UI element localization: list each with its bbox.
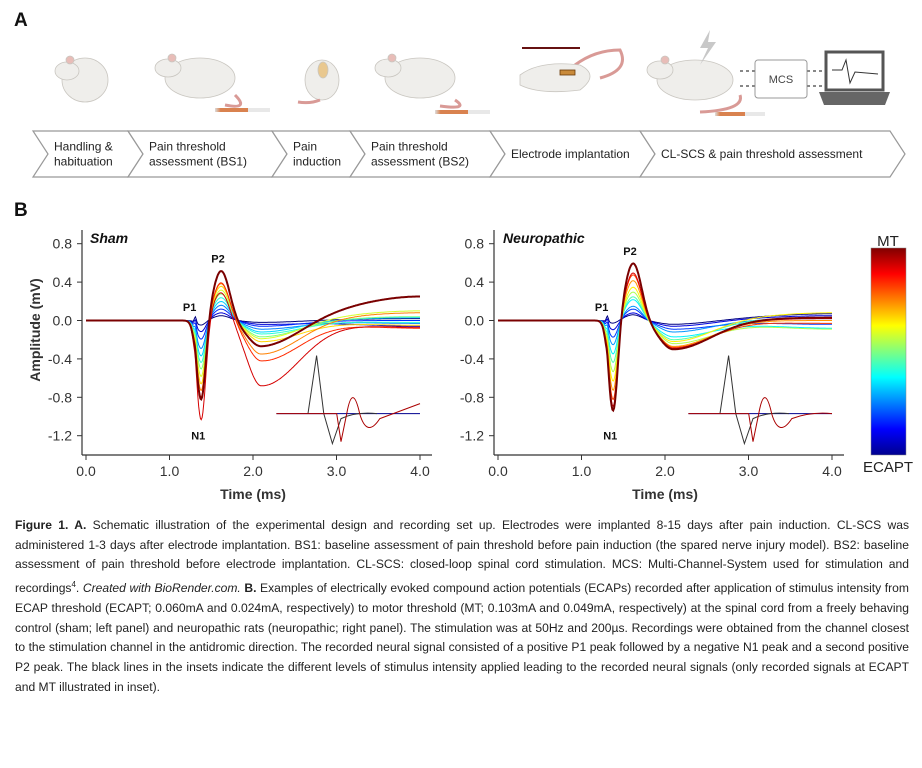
caption-credit: Created with BioRender.com. (82, 581, 241, 596)
peak-label-p2: P2 (211, 254, 224, 266)
timeline-step (638, 130, 906, 178)
timeline-step-label: CL-SCS & pain threshold assessment (661, 147, 863, 161)
colorbar-bottom-label: ECAPT (863, 459, 913, 476)
rat-icon (519, 47, 624, 93)
caption-a-text: Schematic illustration of the experiment… (15, 518, 910, 596)
caption-ref: 4 (71, 580, 76, 590)
peak-label-p1: P1 (183, 302, 196, 314)
peak-label-p1: P1 (595, 302, 608, 314)
timeline-step-label: habituation (54, 155, 113, 169)
ecap-trace (498, 262, 832, 413)
ecap-trace (86, 292, 420, 421)
panel-b-letter: B (14, 200, 28, 221)
colorbar: MT ECAPT (863, 233, 913, 476)
x-tick-label: 0.0 (76, 463, 96, 479)
peak-label-n1: N1 (191, 431, 205, 443)
y-tick-label: -1.2 (48, 428, 72, 444)
stimulus-inset (276, 355, 421, 446)
rat-icon (154, 53, 270, 112)
y-tick-label: -1.2 (460, 428, 484, 444)
ecap-trace (86, 282, 420, 398)
rat-icon (297, 59, 340, 105)
peak-label-n1: N1 (603, 431, 617, 443)
timeline-step-label: induction (293, 155, 341, 169)
panel-a-letter: A (14, 10, 28, 31)
ecap-trace (86, 300, 420, 357)
y-tick-label: 0.0 (465, 313, 485, 329)
arrows-icon (740, 70, 825, 87)
peak-label-p2: P2 (623, 246, 636, 258)
x-tick-label: 3.0 (739, 463, 759, 479)
y-tick-label: -0.4 (460, 351, 484, 367)
chart-sham: 0.0 1.0 2.0 3.0 4.0 0.8 0.4 0.0 -0.4 -0.8 -1.2 Time… (27, 230, 432, 502)
x-axis-title: Time (ms) (220, 486, 286, 502)
timeline-step-label: Pain threshold (149, 140, 226, 154)
timeline-step-label: Handling & (54, 140, 113, 154)
laptop-icon (819, 50, 890, 105)
ecap-trace (498, 291, 832, 373)
chart-neuropathic: 0.0 1.0 2.0 3.0 4.0 0.8 0.4 0.0 -0.4 -0.8 -1.2 Time… (460, 230, 844, 502)
rat-icon (646, 55, 765, 116)
rat-icon (374, 53, 490, 114)
colorbar-top-label: MT (877, 233, 899, 250)
x-tick-label: 2.0 (243, 463, 263, 479)
y-tick-label: 0.8 (53, 236, 73, 252)
y-axis-title: Amplitude (mV) (27, 278, 43, 381)
y-tick-label: -0.8 (48, 389, 72, 405)
x-tick-label: 4.0 (410, 463, 430, 479)
x-tick-label: 3.0 (327, 463, 347, 479)
caption-b-label: B. (244, 581, 257, 596)
ecap-trace (86, 285, 420, 385)
ecap-trace (86, 270, 420, 401)
x-tick-label: 4.0 (822, 463, 842, 479)
x-tick-label: 2.0 (655, 463, 675, 479)
mcs-box: MCS (754, 59, 808, 99)
stimulus-inset (688, 355, 833, 446)
lightning-icon (700, 30, 716, 65)
x-axis-title: Time (ms) (632, 486, 698, 502)
rat-icon (54, 55, 129, 164)
caption-b-text: Examples of electrically evoked compound… (15, 581, 909, 694)
ecap-trace (498, 280, 832, 391)
timeline-step-label: assessment (BS1) (149, 155, 247, 169)
timeline-step-label: Electrode implantation (511, 147, 630, 161)
panel-title: Neuropathic (503, 230, 585, 246)
mcs-label: MCS (769, 74, 793, 86)
x-tick-label: 0.0 (488, 463, 508, 479)
x-tick-label: 1.0 (160, 463, 180, 479)
y-tick-label: 0.0 (53, 313, 73, 329)
panel-title: Sham (90, 230, 128, 246)
colorbar-gradient (870, 247, 907, 456)
timeline-step-label: Pain threshold (371, 140, 448, 154)
y-tick-label: -0.4 (48, 351, 72, 367)
caption-fig-label: Figure 1. A. (15, 518, 87, 532)
y-tick-label: -0.8 (460, 389, 484, 405)
y-tick-label: 0.4 (465, 274, 485, 290)
y-tick-label: 0.4 (53, 274, 73, 290)
figure-caption: Figure 1. A. Schematic illustration of t… (15, 516, 909, 697)
x-tick-label: 1.0 (572, 463, 592, 479)
y-tick-label: 0.8 (465, 236, 485, 252)
timeline-step-label: Pain (293, 140, 317, 154)
caption-a-sep: . (75, 581, 83, 596)
timeline-step-label: assessment (BS2) (371, 155, 469, 169)
